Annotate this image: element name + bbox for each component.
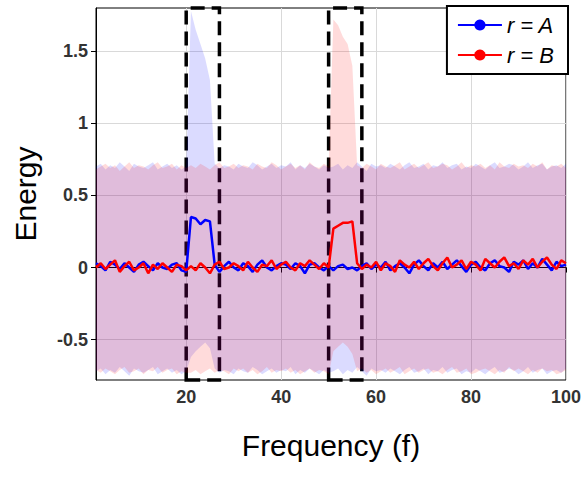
svg-text:r = B: r = B [507,43,554,68]
svg-text:-0.5: -0.5 [57,330,88,350]
svg-text:20: 20 [176,387,196,407]
svg-text:Frequency (f): Frequency (f) [242,429,420,462]
svg-text:0: 0 [78,258,88,278]
svg-text:0.5: 0.5 [63,185,88,205]
svg-text:1: 1 [78,113,88,133]
svg-text:100: 100 [551,387,581,407]
svg-text:Energy: Energy [9,146,42,241]
svg-text:1.5: 1.5 [63,41,88,61]
svg-text:40: 40 [271,387,291,407]
svg-text:80: 80 [461,387,481,407]
svg-text:60: 60 [366,387,386,407]
svg-text:r = A: r = A [507,13,553,38]
